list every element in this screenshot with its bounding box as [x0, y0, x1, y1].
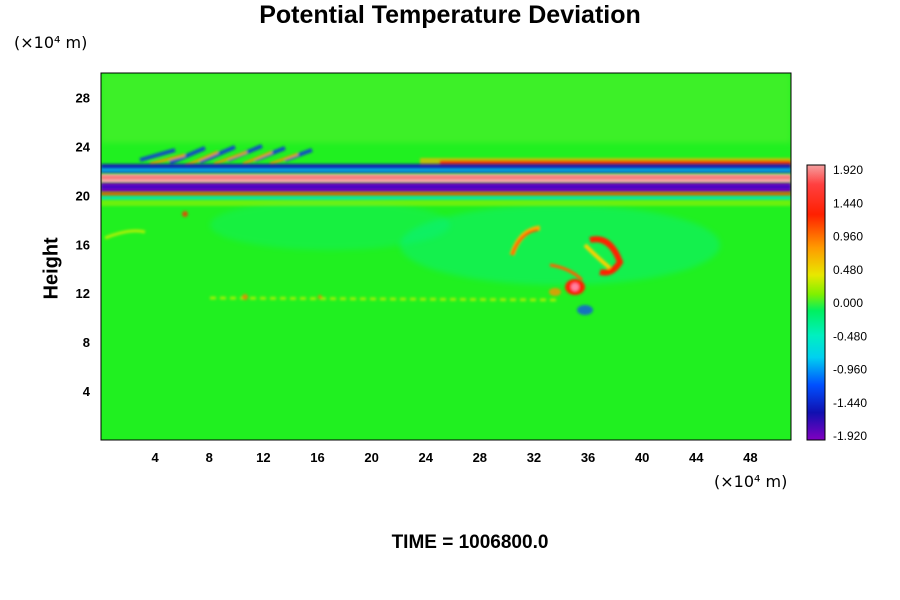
- y-tick-label: 8: [83, 335, 90, 350]
- y-tick-label: 12: [76, 286, 90, 301]
- y-tick-label: 20: [76, 188, 90, 203]
- colorbar-tick-label: 0.480: [833, 263, 863, 277]
- x-tick-label: 36: [581, 450, 595, 465]
- time-label: TIME = 1006800.0: [391, 532, 549, 553]
- colorbar-ticks: 1.920 1.440 0.960 0.480 0.000 -0.480 -0.960 -1.…: [833, 163, 867, 443]
- x-tick-label: 24: [418, 450, 433, 465]
- colorbar-tick-label: -0.960: [833, 363, 867, 377]
- colorbar-tick-label: -1.920: [833, 429, 867, 443]
- x-tick-label: 44: [689, 450, 704, 465]
- warm-blob: [549, 279, 593, 315]
- x-tick-label: 4: [152, 450, 160, 465]
- x-tick-label: 40: [635, 450, 649, 465]
- y-tick-label: 16: [76, 237, 90, 252]
- colorbar-tick-label: 0.960: [833, 230, 863, 244]
- y-tick-label: 24: [76, 139, 91, 154]
- heatmap-field: [101, 73, 791, 440]
- x-tick-label: 48: [743, 450, 757, 465]
- x-tick-label: 32: [527, 450, 541, 465]
- y-unit-label: (×10⁴ m): [14, 33, 88, 52]
- plot-frame: [100, 72, 792, 441]
- colorbar-tick-label: 1.920: [833, 163, 863, 177]
- x-tick-label: 12: [256, 450, 270, 465]
- colorbar-tick-label: 0.000: [833, 296, 863, 310]
- x-tick-label: 16: [310, 450, 324, 465]
- y-tick-label: 4: [83, 384, 91, 399]
- x-axis-ticks: 4 8 12 16 20 24 28 32 36 40 44 48: [152, 450, 758, 465]
- y-tick-label: 28: [76, 90, 90, 105]
- colorbar-tick-label: -1.440: [833, 396, 867, 410]
- colorbar-tick-label: 1.440: [833, 196, 863, 210]
- colorbar-tick-label: -0.480: [833, 329, 867, 343]
- y-axis-ticks: 4 8 12 16 20 24 28: [76, 90, 91, 399]
- chart-title: Potential Temperature Deviation: [259, 1, 641, 29]
- colorbar: [806, 164, 826, 441]
- x-tick-label: 28: [473, 450, 487, 465]
- warm-plume: [509, 225, 624, 282]
- x-tick-label: 20: [364, 450, 378, 465]
- wave-ripples: [139, 144, 313, 168]
- x-unit-label: (×10⁴ m): [714, 472, 788, 491]
- x-tick-label: 8: [206, 450, 213, 465]
